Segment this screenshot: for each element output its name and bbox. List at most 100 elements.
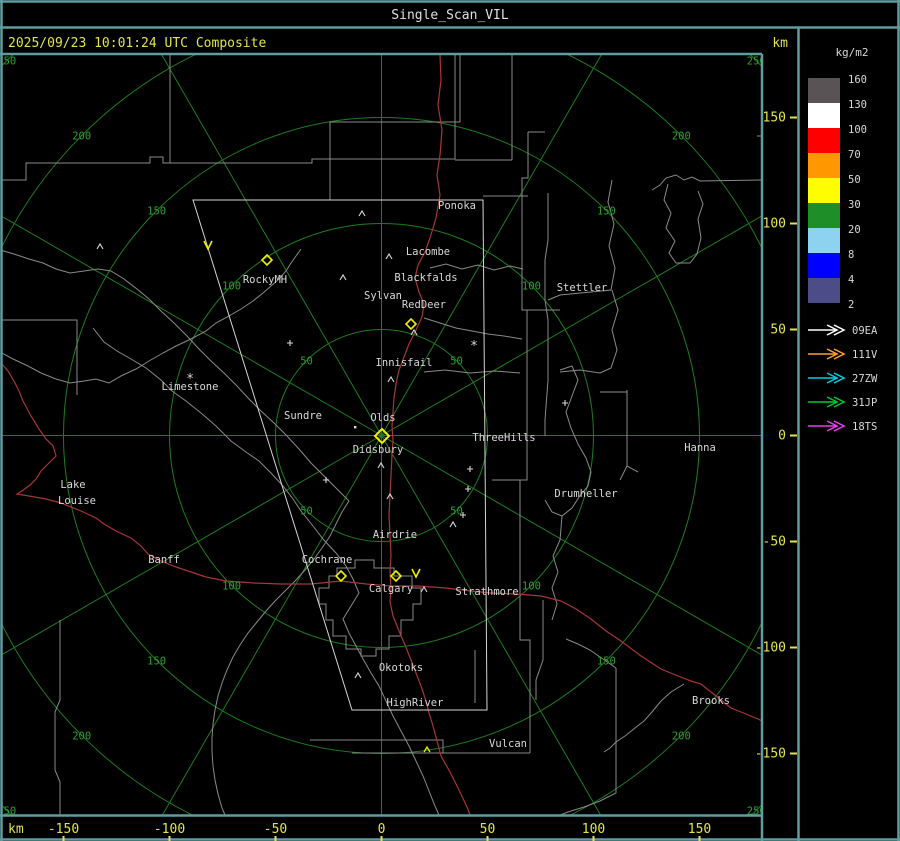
plus-point-marker xyxy=(460,512,466,518)
county-boundary-line xyxy=(544,193,549,436)
city-label-lacombe: Lacombe xyxy=(406,246,450,258)
plus-point-marker xyxy=(562,400,568,406)
azimuth-radial-240 xyxy=(161,55,382,436)
city-label-threehills: ThreeHills xyxy=(472,432,535,444)
county-boundary-line xyxy=(429,263,524,271)
city-label-rockymh: RockyMH xyxy=(243,274,287,286)
right-axis-unit-label: km xyxy=(772,36,788,51)
city-label-highriver: HighRiver xyxy=(387,697,444,709)
county-boundary-line xyxy=(559,638,685,815)
legend-arrow-head-27ZW xyxy=(826,372,846,384)
vee-marker xyxy=(411,568,421,579)
radar-site-diamond-marker xyxy=(404,317,418,331)
y-axis-label-0: 0 xyxy=(778,429,786,444)
range-ring-label-50: 50 xyxy=(450,356,463,368)
county-boundary-line xyxy=(423,317,523,340)
caret-point-marker xyxy=(377,461,385,469)
county-boundary-line xyxy=(2,55,456,181)
colorbar-swatch-50 xyxy=(808,178,840,203)
legend-radar-id-09EA: 09EA xyxy=(852,325,878,337)
azimuth-radial-120 xyxy=(161,435,382,815)
city-label-vulcan: Vulcan xyxy=(489,738,527,750)
colorbar-swatch-4 xyxy=(808,278,840,303)
x-axis-label-0: 0 xyxy=(378,822,386,837)
legend-arrow-head-18TS xyxy=(826,420,846,432)
city-label-drumheller: Drumheller xyxy=(554,488,617,500)
colorbar-swatch-8 xyxy=(808,253,840,278)
vee-marker xyxy=(203,240,213,251)
highways xyxy=(2,55,761,815)
highway-2 xyxy=(388,55,471,815)
city-label-strathmore: Strathmore xyxy=(455,586,518,598)
county-boundary-line xyxy=(329,55,528,200)
x-axis-label--150: -150 xyxy=(48,822,79,837)
colorbar-label-100: 100 xyxy=(848,124,867,136)
city-label-didsbury: Didsbury xyxy=(353,444,404,456)
city-label-calgary: Calgary xyxy=(369,583,413,595)
county-boundary-line xyxy=(492,131,560,481)
legend-radar-id-18TS: 18TS xyxy=(852,421,877,433)
bottom-axis: -150 -100 -50 0 50 100 150 xyxy=(48,822,711,841)
colorbar-label-130: 130 xyxy=(848,99,867,111)
range-ring-labels: 50 50 50 50 100 100 100 100 150 150 150 150 200 200 20… xyxy=(0,56,761,815)
radar-site-legend: 09EA 111V 27ZW 31JP 18TS xyxy=(808,324,878,433)
city-label-lake: Lake xyxy=(60,479,85,491)
city-label-blackfalds: Blackfalds xyxy=(394,272,457,284)
x-axis-label-100: 100 xyxy=(582,822,605,837)
y-axis-label-150: 150 xyxy=(763,111,786,126)
county-boundary-line xyxy=(310,600,544,754)
range-ring-label-50: 50 xyxy=(450,505,463,517)
colorbar-label-8: 8 xyxy=(848,249,854,261)
city-label-innisfail: Innisfail xyxy=(376,357,433,369)
radar-site-diamond-marker xyxy=(389,569,403,583)
range-ring-label-100: 100 xyxy=(222,281,241,293)
city-label-airdrie: Airdrie xyxy=(373,529,417,541)
radar-center-diamond-marker xyxy=(373,427,391,445)
city-label-louise: Louise xyxy=(58,495,96,507)
caret-point-marker xyxy=(385,252,393,260)
county-boundary-line xyxy=(519,132,531,753)
legend-arrow-head-31JP xyxy=(826,396,846,408)
colorbar-label-20: 20 xyxy=(848,224,861,236)
colorbar-unit-label: kg/m2 xyxy=(835,46,868,59)
window-title: Single_Scan_VIL xyxy=(391,8,509,23)
scan-sector-outline xyxy=(192,199,488,711)
range-ring-label-100: 100 xyxy=(522,580,541,592)
y-axis-label--150: -150 xyxy=(755,747,786,762)
legend-arrow-head-111V xyxy=(826,348,846,360)
county-boundary-line xyxy=(651,174,761,264)
city-boundary-calgary xyxy=(318,559,422,657)
colorbar-swatch-130 xyxy=(808,103,840,128)
colorbar-swatch-70 xyxy=(808,153,840,178)
azimuth-radial-210 xyxy=(2,215,382,436)
range-ring-label-50: 50 xyxy=(300,356,313,368)
range-ring-label-50: 50 xyxy=(300,505,313,517)
caret-point-marker xyxy=(420,585,428,593)
azimuth-radial-330 xyxy=(381,215,761,436)
caret-point-marker xyxy=(96,242,104,250)
range-ring-label-100: 100 xyxy=(522,281,541,293)
caret-point-marker xyxy=(354,671,362,679)
range-ring-label-200: 200 xyxy=(672,131,691,143)
plus-point-marker xyxy=(465,486,471,492)
y-axis-label-50: 50 xyxy=(770,323,786,338)
legend-arrow-head-09EA xyxy=(826,324,846,336)
star-point-marker: * xyxy=(470,339,478,354)
plus-point-marker xyxy=(467,466,473,472)
forest-boundary-line xyxy=(211,500,350,815)
colorbar-label-50: 50 xyxy=(848,174,861,186)
city-label-olds: Olds xyxy=(370,412,395,424)
colorbar-swatch-100 xyxy=(808,128,840,153)
caret-point-marker xyxy=(386,492,394,500)
city-label-hanna: Hanna xyxy=(684,442,716,454)
county-boundary-line xyxy=(423,367,612,374)
range-ring-label-250: 250 xyxy=(0,56,16,68)
city-label-ponoka: Ponoka xyxy=(438,200,476,212)
dot-point-marker xyxy=(354,426,357,429)
colorbar-label-30: 30 xyxy=(848,199,861,211)
colorbar-label-4: 4 xyxy=(848,274,854,286)
y-axis-label--50: -50 xyxy=(763,535,786,550)
